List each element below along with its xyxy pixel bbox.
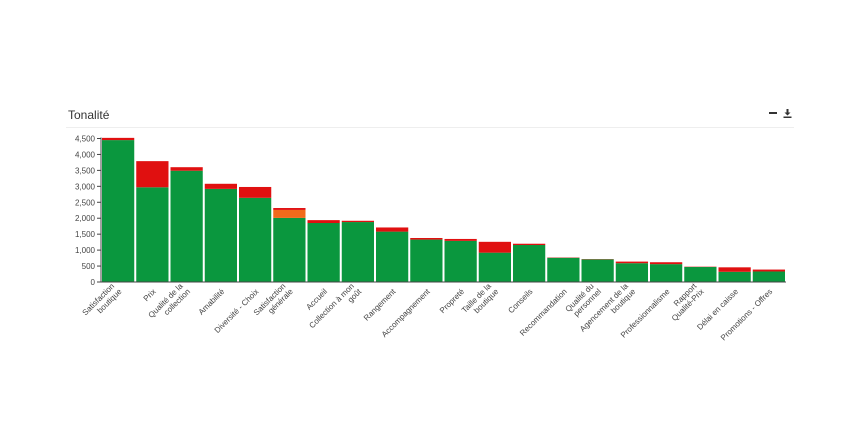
- bar-segment-positive[interactable]: [410, 239, 443, 282]
- y-tick-label: 1,000: [75, 246, 96, 255]
- y-tick-label: 3,000: [75, 182, 96, 191]
- bar-segment-negative[interactable]: [170, 167, 203, 171]
- y-tick-label: 0: [91, 278, 96, 287]
- x-category-label: Conseils: [506, 287, 534, 315]
- bar-segment-negative[interactable]: [239, 186, 272, 198]
- bar-segment-negative[interactable]: [376, 227, 409, 232]
- minus-icon[interactable]: [768, 107, 778, 119]
- bar-segment-neutral[interactable]: [273, 209, 306, 218]
- bar-segment-negative[interactable]: [650, 262, 683, 265]
- y-tick-label: 500: [82, 262, 96, 271]
- y-tick-label: 4,000: [75, 150, 96, 159]
- bar-segment-positive[interactable]: [341, 222, 374, 282]
- bar-segment-positive[interactable]: [136, 187, 169, 282]
- bar-segment-negative[interactable]: [513, 243, 546, 246]
- bar-segment-positive[interactable]: [547, 257, 580, 282]
- bar-segment-positive[interactable]: [752, 271, 785, 282]
- bar-segment-positive[interactable]: [650, 264, 683, 282]
- bar-segment-positive[interactable]: [307, 223, 340, 282]
- bar-segment-positive[interactable]: [170, 170, 203, 282]
- bar-segment-positive[interactable]: [273, 217, 306, 282]
- bar-segment-positive[interactable]: [684, 267, 717, 282]
- bar-segment-negative[interactable]: [273, 208, 306, 210]
- bar-segment-positive[interactable]: [376, 231, 409, 282]
- download-icon[interactable]: [782, 107, 792, 119]
- y-tick-label: 1,500: [75, 230, 96, 239]
- bar-segment-positive[interactable]: [102, 140, 135, 282]
- bar-segment-negative[interactable]: [307, 220, 340, 224]
- bar-segment-positive[interactable]: [513, 245, 546, 282]
- x-category-label: Prix: [142, 287, 158, 303]
- panel-title: Tonalité: [68, 108, 110, 122]
- bar-segment-negative[interactable]: [752, 269, 785, 272]
- bar-segment-positive[interactable]: [581, 259, 614, 282]
- panel-tools: [768, 107, 792, 119]
- panel-divider: [66, 127, 794, 128]
- bar-segment-positive[interactable]: [239, 197, 272, 282]
- bar-segment-negative[interactable]: [615, 261, 648, 264]
- y-tick-label: 4,500: [75, 135, 96, 144]
- bar-segment-negative[interactable]: [410, 237, 443, 240]
- x-category-label: Amabilité: [197, 287, 227, 317]
- chart-panel: Tonalité: [66, 104, 796, 344]
- bar-segment-positive[interactable]: [615, 263, 648, 282]
- bar-segment-negative[interactable]: [204, 183, 237, 189]
- bar-segment-positive[interactable]: [478, 252, 511, 282]
- bar-segment-negative[interactable]: [478, 241, 511, 253]
- bar-segment-positive[interactable]: [444, 240, 477, 282]
- bar-segment-negative[interactable]: [136, 161, 169, 188]
- bar-segment-negative[interactable]: [102, 137, 135, 141]
- bar-segment-negative[interactable]: [341, 220, 374, 223]
- bar-segment-positive[interactable]: [718, 271, 751, 282]
- x-category-label: Rangement: [362, 287, 398, 323]
- y-tick-label: 3,500: [75, 166, 96, 175]
- bar-segment-negative[interactable]: [444, 238, 477, 241]
- bar-segment-positive[interactable]: [204, 188, 237, 282]
- y-tick-label: 2,000: [75, 214, 96, 223]
- y-tick-label: 2,500: [75, 198, 96, 207]
- bar-segment-negative[interactable]: [718, 267, 751, 272]
